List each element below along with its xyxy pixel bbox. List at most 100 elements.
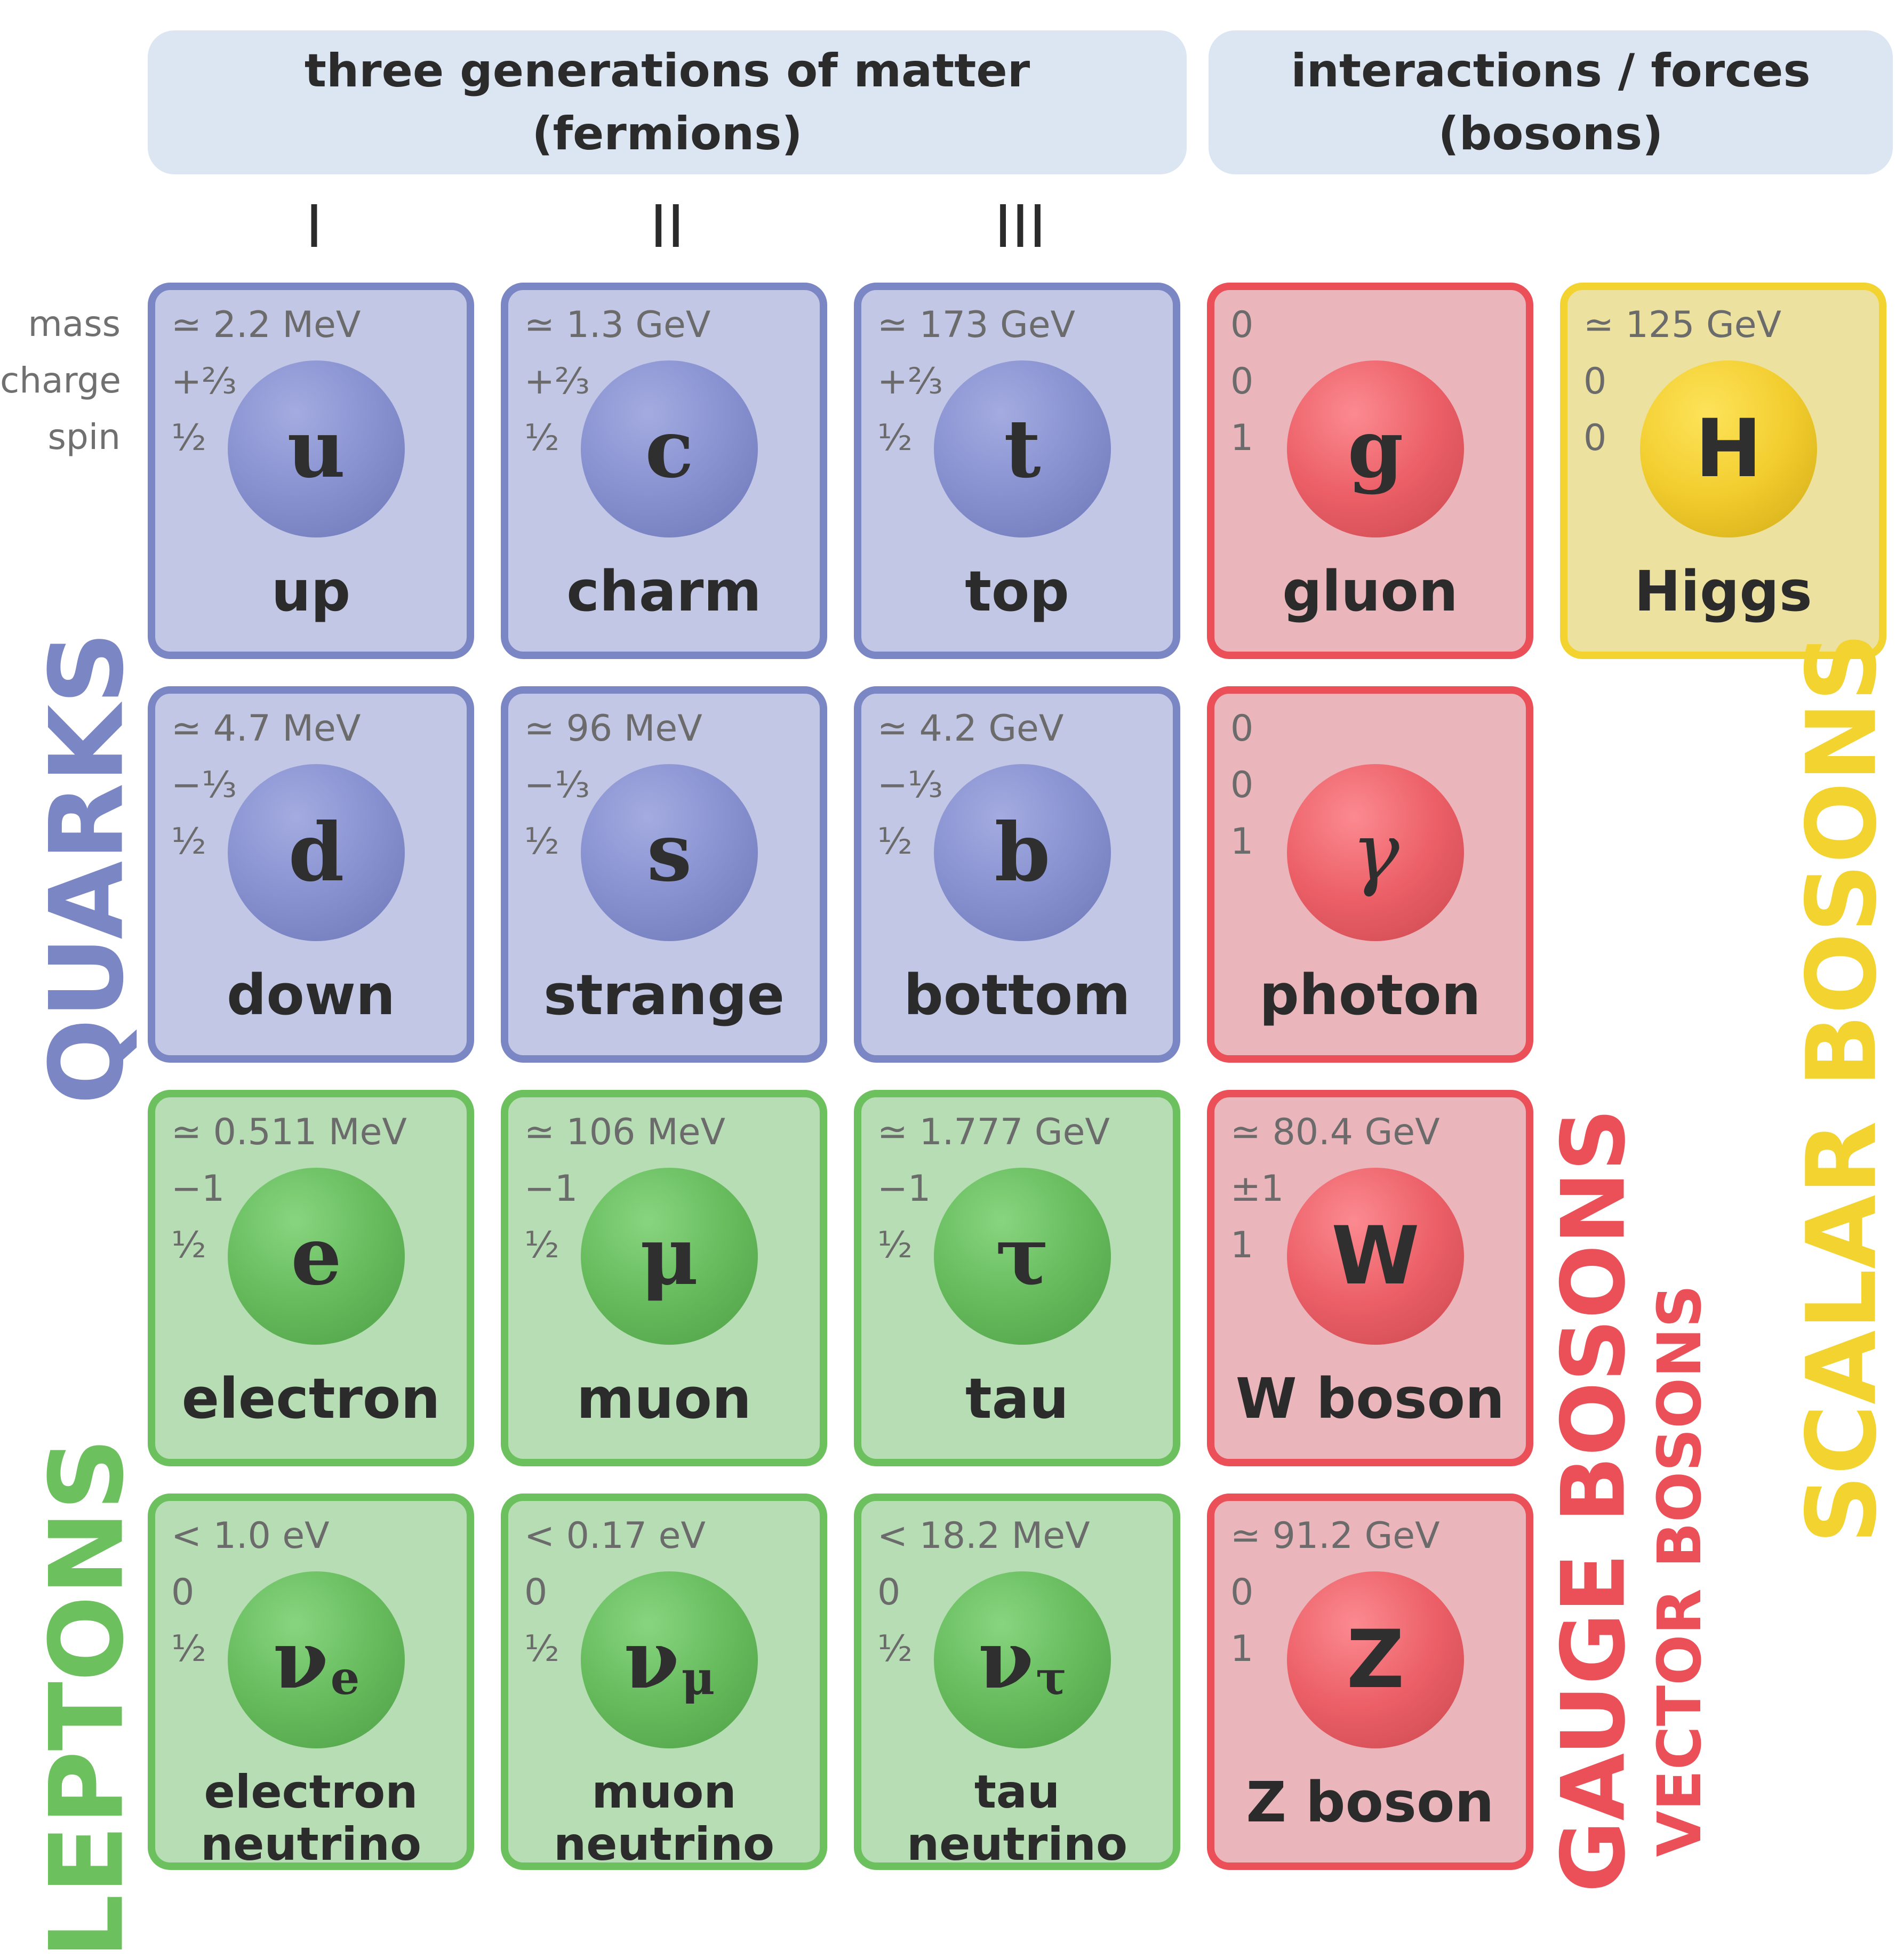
particle-name-line2: neutrino	[906, 1818, 1128, 1871]
mass-value: ≃ 125 GeV	[1583, 304, 1782, 346]
spin-value: 0	[1583, 417, 1607, 459]
spin-value: ½	[877, 1224, 913, 1266]
particle-symbol: ν	[623, 1613, 679, 1707]
generation-1-label: I	[305, 192, 323, 261]
mass-value: < 0.17 eV	[524, 1515, 706, 1557]
spin-value: 1	[1230, 1628, 1254, 1670]
particle-name: Z boson	[1246, 1770, 1494, 1835]
particle-name: down	[226, 962, 395, 1027]
mass-value: ≃ 0.511 MeV	[171, 1111, 407, 1153]
gauge-bosons-group-label: GAUGE BOSONS	[1542, 1108, 1645, 1893]
mass-row-label: mass	[28, 303, 121, 344]
particle-card-strange: ≃ 96 MeV −¹⁄₃ ½ s strange	[501, 686, 827, 1063]
spin-value: ½	[171, 821, 206, 863]
mass-value: ≃ 2.2 MeV	[171, 304, 361, 346]
particle-name-line1: electron	[204, 1765, 418, 1819]
quarks-group-label: QUARKS	[28, 631, 146, 1105]
particle-sphere-icon: τ	[934, 1168, 1111, 1345]
particle-sphere-icon: s	[581, 764, 758, 941]
particle-symbol: e	[291, 1209, 342, 1303]
particle-symbol: b	[994, 806, 1051, 900]
particle-name: charm	[566, 559, 762, 624]
mass-value: < 1.0 eV	[171, 1515, 330, 1557]
particle-sphere-icon: g	[1287, 360, 1464, 537]
spin-value: 1	[1230, 821, 1254, 863]
mass-value: ≃ 91.2 GeV	[1230, 1515, 1440, 1557]
particle-symbol: Z	[1346, 1613, 1405, 1706]
particle-symbol-subscript: μ	[681, 1651, 715, 1705]
particle-sphere-icon: Z	[1287, 1571, 1464, 1748]
bosons-header: interactions / forces (bosons)	[1209, 30, 1893, 174]
particle-symbol: ν	[978, 1613, 1034, 1707]
charge-value: 0	[171, 1571, 195, 1613]
particle-symbol: c	[645, 402, 694, 496]
particle-name: muon	[577, 1366, 751, 1431]
particle-name-line1: tau	[974, 1765, 1060, 1819]
particle-name: strange	[543, 962, 785, 1027]
mass-value: ≃ 1.3 GeV	[524, 304, 711, 346]
particle-symbol: τ	[995, 1209, 1050, 1303]
particle-card-up: ≃ 2.2 MeV +²⁄₃ ½ u up	[148, 283, 474, 659]
charge-value: −1	[524, 1168, 578, 1210]
charge-value: +²⁄₃	[524, 360, 590, 403]
particle-sphere-icon: W	[1287, 1168, 1464, 1345]
particle-symbol: μ	[640, 1209, 699, 1303]
charge-value: −¹⁄₃	[171, 764, 237, 806]
mass-value: ≃ 1.777 GeV	[877, 1111, 1110, 1153]
particle-symbol: γ	[1351, 806, 1399, 899]
vector-bosons-group-label: VECTOR BOSONS	[1645, 1284, 1715, 1857]
charge-value: 0	[1230, 764, 1254, 806]
mass-value: ≃ 4.7 MeV	[171, 708, 361, 750]
particle-card-charm: ≃ 1.3 GeV +²⁄₃ ½ c charm	[501, 283, 827, 659]
particle-card-gluon: 0 0 1 g gluon	[1207, 283, 1533, 659]
charge-value: −¹⁄₃	[877, 764, 943, 806]
particle-card-bottom: ≃ 4.2 GeV −¹⁄₃ ½ b bottom	[854, 686, 1180, 1063]
particle-name: electron neutrino	[155, 1766, 467, 1870]
particle-sphere-icon: c	[581, 360, 758, 537]
particle-symbol: H	[1695, 403, 1762, 495]
particle-name: top	[965, 559, 1069, 624]
particle-symbol-subscript: τ	[1036, 1651, 1067, 1705]
particle-sphere-icon: e	[228, 1168, 405, 1345]
particle-name: photon	[1259, 962, 1481, 1027]
particle-name: electron	[181, 1366, 441, 1431]
spin-row-label: spin	[47, 416, 121, 457]
particle-name-line2: neutrino	[553, 1818, 775, 1871]
mass-value: 0	[1230, 304, 1254, 346]
spin-value: ½	[877, 417, 913, 459]
particle-sphere-icon: b	[934, 764, 1111, 941]
particle-symbol: u	[287, 402, 346, 496]
spin-value: ½	[524, 417, 559, 459]
spin-value: ½	[524, 821, 559, 863]
particle-name: muon neutrino	[508, 1766, 820, 1870]
spin-value: ½	[877, 821, 913, 863]
spin-value: 1	[1230, 1224, 1254, 1266]
particle-card-photon: 0 0 1 γ photon	[1207, 686, 1533, 1063]
mass-value: 0	[1230, 708, 1254, 750]
mass-value: ≃ 96 MeV	[524, 708, 702, 750]
particle-name: tau neutrino	[861, 1766, 1173, 1870]
particle-card-muon: ≃ 106 MeV −1 ½ μ muon	[501, 1090, 827, 1466]
spin-value: ½	[877, 1628, 913, 1670]
charge-value: ±1	[1230, 1168, 1284, 1210]
leptons-group-label: LEPTONS	[28, 1438, 146, 1959]
mass-value: ≃ 106 MeV	[524, 1111, 726, 1153]
particle-card-down: ≃ 4.7 MeV −¹⁄₃ ½ d down	[148, 686, 474, 1063]
particle-sphere-icon: u	[228, 360, 405, 537]
mass-value: ≃ 4.2 GeV	[877, 708, 1064, 750]
particle-sphere-icon: t	[934, 360, 1111, 537]
mass-value: ≃ 80.4 GeV	[1230, 1111, 1440, 1153]
particle-symbol: W	[1331, 1210, 1420, 1303]
particle-symbol: t	[1004, 402, 1041, 496]
spin-value: ½	[524, 1628, 559, 1670]
mass-value: ≃ 173 GeV	[877, 304, 1076, 346]
particle-symbol-subscript: e	[330, 1651, 360, 1705]
charge-value: −1	[171, 1168, 225, 1210]
charge-value: 0	[1230, 360, 1254, 403]
particle-symbol: s	[646, 806, 692, 900]
particle-name-line1: muon	[591, 1765, 737, 1819]
